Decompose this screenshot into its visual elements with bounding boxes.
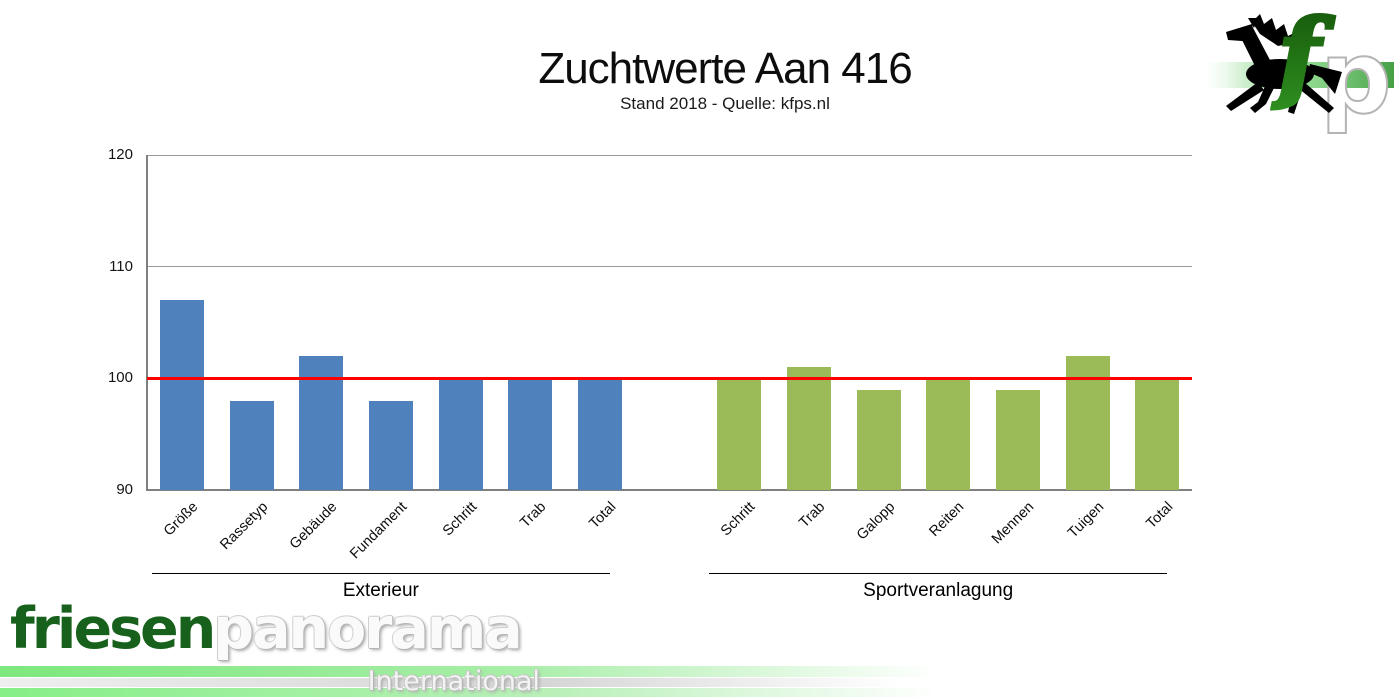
title-block: Zuchtwerte Aan 416 Stand 2018 - Quelle: … — [350, 44, 1100, 114]
group-axis-line-1 — [709, 573, 1168, 574]
chart-title: Zuchtwerte Aan 416 — [538, 44, 912, 93]
gridline-110 — [147, 266, 1192, 268]
wordmark-tagline: International — [367, 666, 540, 697]
green-stripe-bottom — [0, 688, 940, 697]
x-tick-label: Schritt — [439, 499, 480, 540]
bar-Fundament — [368, 400, 413, 490]
x-tick-label: Fundament — [346, 499, 411, 563]
x-tick-label: Reiten — [926, 499, 968, 540]
wordmark-panorama: panorama — [213, 596, 522, 662]
fp-logo: p f — [1208, 0, 1398, 137]
x-tick-label: Tuigen — [1064, 499, 1107, 542]
bar-Trab — [508, 378, 553, 490]
horse-silhouette — [1226, 14, 1342, 114]
group-label-0: Exterieur — [342, 580, 419, 601]
bar-Größe — [159, 300, 204, 490]
bar-Schritt — [438, 378, 483, 490]
x-axis-line — [146, 489, 1192, 491]
friesian-horse-icon: p f — [1208, 0, 1394, 137]
x-tick-label: Trab — [517, 499, 550, 532]
chart-subtitle: Stand 2018 - Quelle: kfps.nl — [620, 94, 830, 114]
bar-Trab — [786, 367, 831, 490]
y-axis-line — [146, 155, 148, 490]
y-tick-label: 110 — [109, 257, 133, 275]
green-stripe-top — [0, 666, 940, 677]
x-tick-label: Trab — [796, 499, 829, 532]
x-tick-label: Schritt — [718, 499, 759, 540]
x-tick-label: Gebäude — [286, 499, 341, 553]
bar-Schritt — [717, 378, 762, 490]
gray-stripe-middle — [0, 678, 900, 687]
x-tick-label: Galopp — [853, 499, 898, 544]
x-tick-label: Größe — [160, 499, 202, 540]
y-tick-label: 100 — [107, 369, 133, 387]
bar-Reiten — [926, 378, 971, 490]
bar-Galopp — [856, 389, 901, 490]
reference-line-100 — [147, 376, 1192, 380]
x-tick-label: Rassetyp — [216, 499, 271, 554]
bar-Total — [577, 378, 622, 490]
y-tick-label: 90 — [116, 481, 133, 498]
group-label-1: Sportveranlagung — [863, 580, 1014, 601]
friesenpanorama-wordmark: friesenpanorama — [10, 601, 523, 658]
wordmark-friesen: friesen — [10, 596, 216, 662]
x-tick-label: Mennen — [988, 499, 1038, 548]
gridline-120 — [147, 154, 1192, 156]
group-axis-line-0 — [151, 573, 610, 574]
bar-Rassetyp — [229, 400, 274, 490]
bar-Total — [1135, 378, 1180, 490]
y-tick-label: 120 — [107, 146, 133, 163]
x-tick-label: Total — [1143, 499, 1177, 532]
bar-Mennen — [995, 389, 1040, 490]
x-tick-label: Total — [586, 499, 620, 532]
